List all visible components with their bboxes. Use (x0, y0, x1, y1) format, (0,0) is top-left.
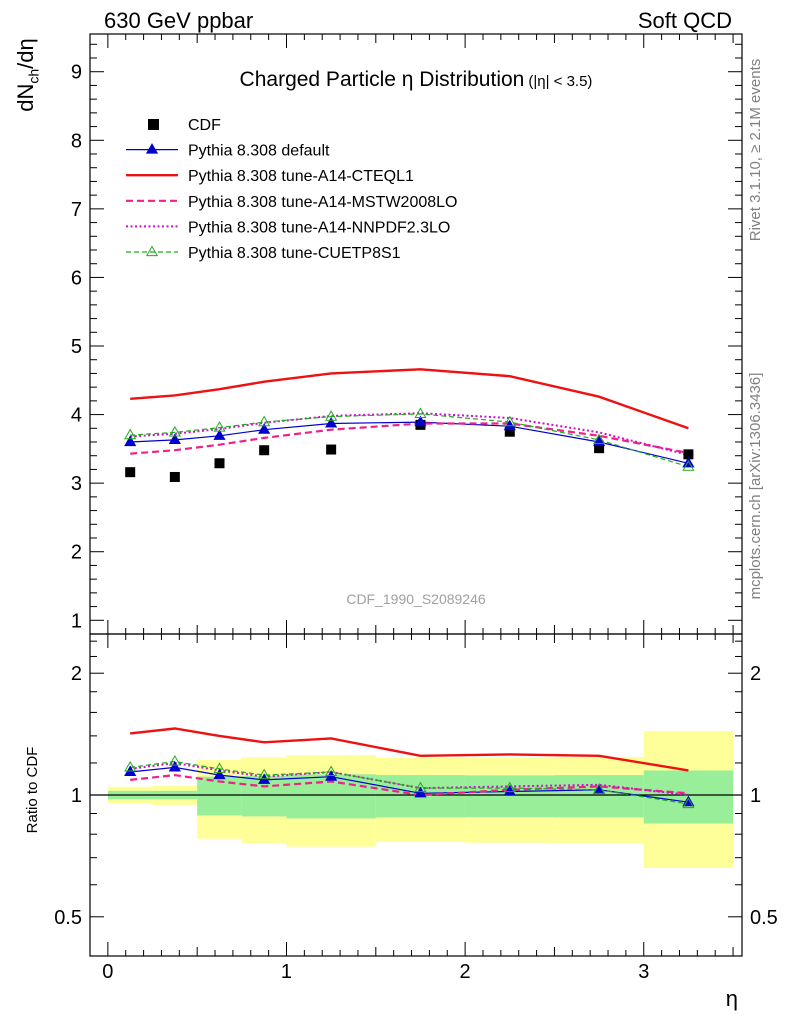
ratio-point-s0-2 (213, 768, 226, 780)
series-line-5 (130, 413, 689, 468)
main-point-s5-1 (168, 425, 181, 437)
main-point-s0-7 (594, 443, 605, 454)
legend-label-0: CDF (188, 117, 221, 134)
main-point-s1-3 (258, 423, 271, 434)
analysis-watermark: CDF_1990_S2089246 (346, 591, 486, 607)
header-right: Soft QCD (637, 8, 732, 33)
main-point-s1-1 (168, 433, 181, 445)
main-y-tick-label: 2 (71, 542, 82, 564)
main-point-s1-8 (682, 456, 695, 468)
ratio-y-tick-label-right: 1 (750, 785, 761, 807)
x-tick-label: 2 (460, 961, 471, 983)
ratio-y-tick-label-right: 0.5 (750, 907, 778, 929)
main-point-s0-6 (504, 426, 515, 437)
main-point-s5-4 (325, 410, 338, 421)
ratio-point-s4-4 (325, 765, 338, 777)
ratio-y-tick-label-right: 2 (750, 663, 761, 685)
main-y-tick-label: 1 (71, 610, 82, 632)
ratio-point-s4-0 (124, 760, 137, 772)
ratio-point-s4-1 (168, 755, 181, 766)
legend-label-1: Pythia 8.308 default (188, 143, 330, 160)
ratio-line-1 (130, 727, 689, 772)
ratio-y-tick-label: 0.5 (54, 907, 82, 929)
legend-label-2: Pythia 8.308 tune-A14-CTEQL1 (188, 168, 414, 185)
main-point-s0-8 (683, 449, 694, 460)
header-left: 630 GeV ppbar (104, 8, 254, 33)
main-point-s1-4 (325, 416, 338, 428)
series-line-4 (130, 412, 689, 456)
x-axis-label: η (726, 986, 738, 1011)
main-point-s5-2 (213, 421, 226, 432)
main-point-s5-3 (258, 415, 271, 427)
ratio-point-s4-5 (414, 781, 427, 793)
legend-label-5: Pythia 8.308 tune-CUETP8S1 (188, 245, 401, 262)
main-point-s5-6 (503, 415, 516, 427)
main-point-s0-1 (169, 471, 180, 482)
legend-marker-5 (145, 245, 159, 257)
x-tick-label: 0 (102, 961, 113, 983)
band-inner-7 (554, 775, 644, 818)
main-point-s5-5 (414, 407, 427, 418)
ratio-y-tick-label: 1 (71, 785, 82, 807)
main-y-tick-label: 8 (71, 130, 82, 152)
legend-label-3: Pythia 8.308 tune-A14-MSTW2008LO (188, 194, 457, 211)
legend-marker-0 (148, 119, 159, 130)
main-point-s0-0 (125, 467, 136, 478)
ratio-point-s0-5 (414, 786, 427, 798)
ratio-point-s0-6 (503, 785, 516, 796)
legend-marker-1 (145, 143, 159, 154)
legend-label-4: Pythia 8.308 tune-A14-NNPDF2.3LO (188, 219, 450, 236)
x-tick-label: 3 (638, 961, 649, 983)
main-point-s0-2 (214, 458, 225, 469)
ratio-point-s4-3 (258, 768, 271, 780)
ratio-y-tick-label: 2 (71, 663, 82, 685)
main-y-tick-label: 7 (71, 199, 82, 221)
main-y-tick-label: 3 (71, 473, 82, 495)
ratio-point-s4-6 (503, 781, 516, 793)
main-point-s5-8 (682, 460, 695, 471)
main-y-tick-label: 5 (71, 336, 82, 358)
main-point-s5-0 (124, 428, 137, 440)
main-point-s1-5 (414, 415, 427, 427)
chart-title: Charged Particle η Distribution (|η| < 3.… (240, 68, 593, 91)
series-line-2 (130, 368, 689, 430)
main-y-tick-label: 6 (71, 267, 82, 289)
ratio-point-s4-7 (593, 783, 606, 794)
main-y-tick-label: 9 (71, 62, 82, 84)
main-point-s5-7 (593, 433, 606, 445)
ratio-point-s0-1 (168, 760, 181, 772)
ratio-point-s4-2 (213, 762, 226, 773)
series-line-3 (130, 422, 689, 455)
x-tick-label: 1 (281, 961, 292, 983)
main-point-s1-0 (124, 435, 137, 447)
ratio-line-2 (130, 773, 689, 797)
main-point-s0-4 (326, 444, 337, 455)
main-y-tick-label: 4 (71, 405, 82, 427)
main-point-s0-3 (259, 445, 270, 456)
main-point-s1-2 (213, 429, 226, 440)
ratio-point-s4-8 (682, 797, 695, 809)
